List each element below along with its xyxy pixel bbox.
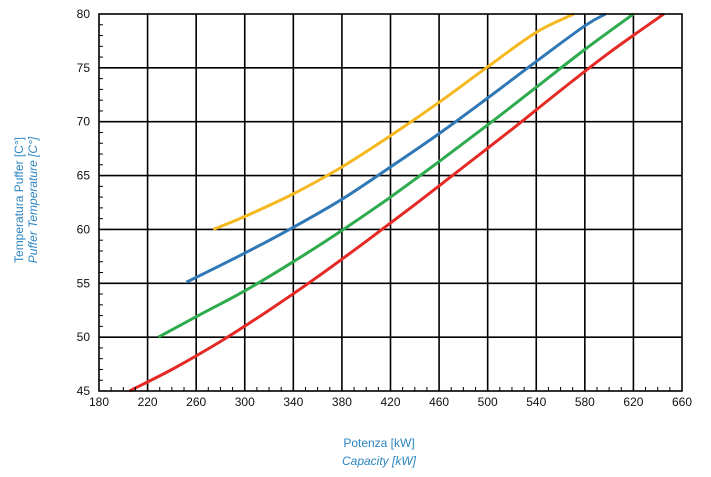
y-axis-title-en: Puffer Temperature [C°] — [26, 136, 40, 263]
x-tick-label: 620 — [623, 395, 643, 409]
x-tick-label: 660 — [672, 395, 692, 409]
x-tick-label: 580 — [575, 395, 595, 409]
y-tick-label: 80 — [77, 7, 91, 21]
y-tick-label: 75 — [77, 61, 91, 75]
x-tick-label: 260 — [186, 395, 206, 409]
x-tick-label: 500 — [478, 395, 498, 409]
x-tick-label: 540 — [526, 395, 546, 409]
y-axis-title: Temperatura Puffer [C°] — [12, 137, 26, 263]
y-tick-label: 65 — [77, 169, 91, 183]
series-line-2 — [186, 14, 605, 282]
x-axis-title-en: Capacity [kW] — [342, 454, 417, 468]
grid — [99, 14, 682, 391]
y-tick-label: 55 — [77, 276, 91, 290]
x-tick-label: 180 — [89, 395, 109, 409]
series-line-4 — [129, 14, 663, 391]
x-tick-label: 340 — [283, 395, 303, 409]
x-tick-label: 420 — [380, 395, 400, 409]
y-tick-label: 50 — [77, 330, 91, 344]
x-tick-label: 300 — [235, 395, 255, 409]
x-tick-label: 220 — [138, 395, 158, 409]
series-lines — [129, 14, 663, 391]
x-tick-label: 460 — [429, 395, 449, 409]
y-tick-label: 60 — [77, 222, 91, 236]
x-axis-title: Potenza [kW] — [343, 436, 414, 450]
y-tick-label: 70 — [77, 115, 91, 129]
y-tick-label: 45 — [77, 384, 91, 398]
x-tick-label: 380 — [332, 395, 352, 409]
